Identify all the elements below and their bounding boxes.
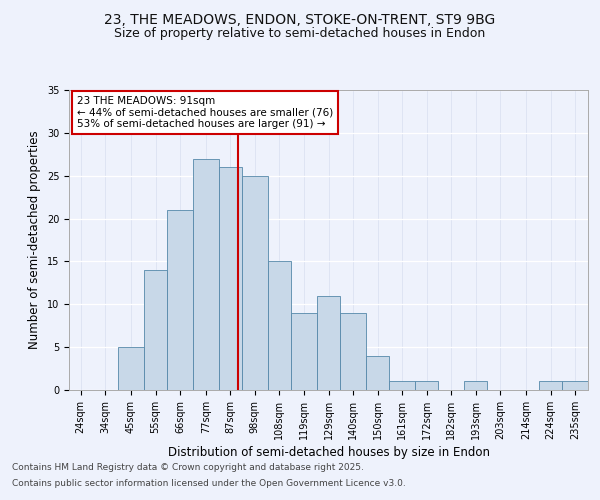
Text: 23, THE MEADOWS, ENDON, STOKE-ON-TRENT, ST9 9BG: 23, THE MEADOWS, ENDON, STOKE-ON-TRENT, … bbox=[104, 12, 496, 26]
Text: 23 THE MEADOWS: 91sqm
← 44% of semi-detached houses are smaller (76)
53% of semi: 23 THE MEADOWS: 91sqm ← 44% of semi-deta… bbox=[77, 96, 333, 129]
Text: Contains public sector information licensed under the Open Government Licence v3: Contains public sector information licen… bbox=[12, 478, 406, 488]
Bar bbox=[268, 262, 291, 390]
Bar bbox=[218, 167, 242, 390]
Bar bbox=[317, 296, 340, 390]
Bar bbox=[389, 382, 415, 390]
Bar bbox=[415, 382, 439, 390]
Bar bbox=[539, 382, 562, 390]
Bar bbox=[242, 176, 268, 390]
Y-axis label: Number of semi-detached properties: Number of semi-detached properties bbox=[28, 130, 41, 350]
Text: Size of property relative to semi-detached houses in Endon: Size of property relative to semi-detach… bbox=[115, 28, 485, 40]
Bar bbox=[562, 382, 588, 390]
Bar bbox=[193, 158, 218, 390]
Bar bbox=[464, 382, 487, 390]
Bar bbox=[340, 313, 366, 390]
Bar bbox=[144, 270, 167, 390]
Bar bbox=[118, 347, 144, 390]
X-axis label: Distribution of semi-detached houses by size in Endon: Distribution of semi-detached houses by … bbox=[167, 446, 490, 459]
Bar bbox=[167, 210, 193, 390]
Bar bbox=[291, 313, 317, 390]
Text: Contains HM Land Registry data © Crown copyright and database right 2025.: Contains HM Land Registry data © Crown c… bbox=[12, 464, 364, 472]
Bar bbox=[366, 356, 389, 390]
